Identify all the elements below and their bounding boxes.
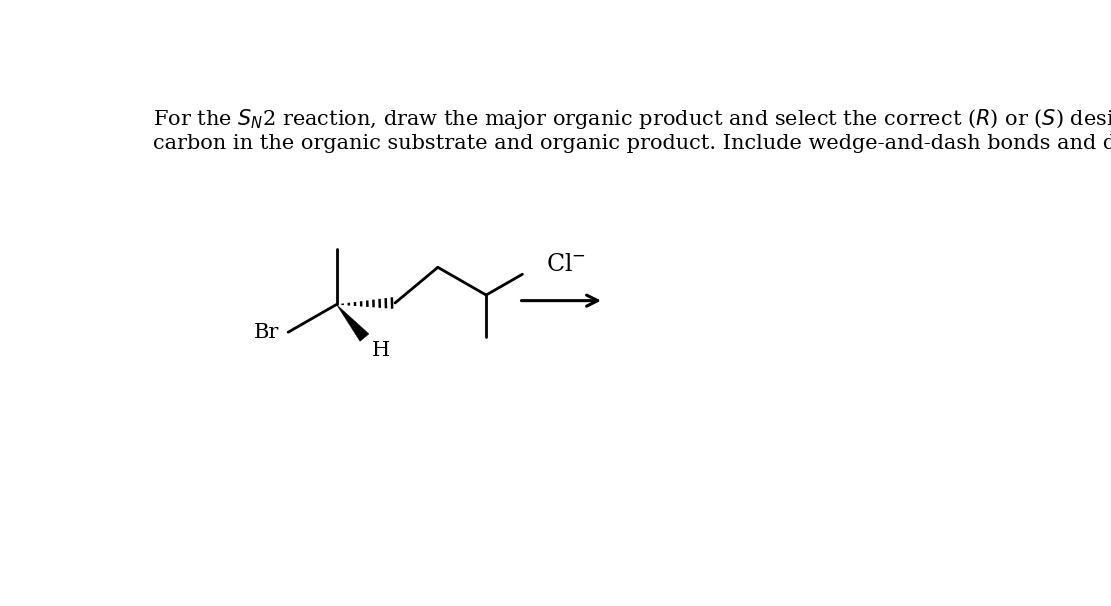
Text: Br: Br: [253, 323, 279, 342]
Text: For the $S_N$2 reaction, draw the major organic product and select the correct (: For the $S_N$2 reaction, draw the major …: [153, 107, 1111, 131]
Text: Cl$^{-}$: Cl$^{-}$: [546, 253, 585, 276]
Text: carbon in the organic substrate and organic product. Include wedge-and-dash bond: carbon in the organic substrate and orga…: [153, 133, 1111, 153]
Text: H: H: [372, 341, 390, 360]
Polygon shape: [337, 304, 369, 341]
